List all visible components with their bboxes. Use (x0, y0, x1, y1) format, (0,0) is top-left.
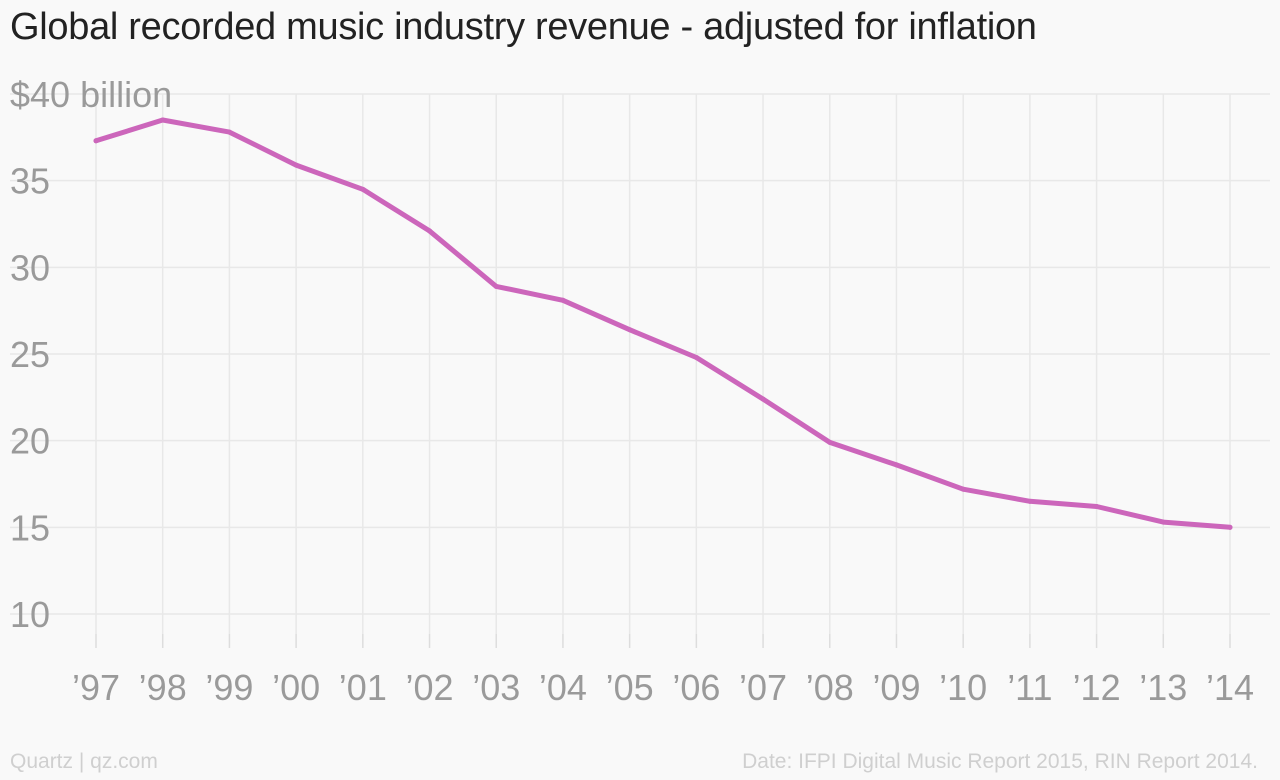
x-tick-label: ’12 (1073, 667, 1121, 708)
footer-credit: Quartz | qz.com (10, 750, 158, 773)
x-tick-label: ’13 (1139, 667, 1187, 708)
data-point (560, 297, 566, 303)
data-point (827, 439, 833, 445)
data-point (427, 228, 433, 234)
data-point (160, 117, 166, 123)
data-point (693, 354, 699, 360)
series-layer (93, 117, 1233, 530)
x-tick-label: ’01 (339, 667, 387, 708)
x-tick-label: ’04 (539, 667, 587, 708)
data-point (1160, 519, 1166, 525)
x-tick-label: ’99 (205, 667, 253, 708)
data-point (1227, 524, 1233, 530)
grid-lines (10, 93, 1270, 648)
series-line-revenue (93, 117, 1233, 530)
x-tick-label: ’03 (472, 667, 520, 708)
y-tick-label: 35 (10, 161, 50, 202)
y-axis-tick-labels: $40 billion 35 30 25 20 15 10 (10, 74, 172, 635)
x-tick-label: ’02 (406, 667, 454, 708)
data-point (1027, 498, 1033, 504)
data-point (627, 327, 633, 333)
y-tick-label: 30 (10, 247, 50, 288)
x-tick-label: ’00 (272, 667, 320, 708)
x-tick-label: ’09 (872, 667, 920, 708)
y-tick-label: 20 (10, 421, 50, 462)
data-point (893, 462, 899, 468)
data-point (293, 162, 299, 168)
y-tick-label: 10 (10, 594, 50, 635)
x-tick-label: ’11 (1007, 667, 1052, 708)
x-tick-label: ’07 (739, 667, 787, 708)
footer-source: Date: IFPI Digital Music Report 2015, RI… (742, 750, 1258, 773)
x-tick-label: ’10 (939, 667, 987, 708)
data-point (493, 283, 499, 289)
x-axis-tick-labels: ’97 ’98 ’99 ’00 ’01 ’02 ’03 ’04 ’05 ’06 ’07 ’08 ’09 ’… (72, 667, 1254, 708)
data-point (226, 129, 232, 135)
data-point (1094, 504, 1100, 510)
y-tick-label: $40 billion (10, 74, 172, 115)
data-point (93, 138, 99, 144)
x-tick-label: ’97 (72, 667, 120, 708)
x-tick-label: ’14 (1206, 667, 1254, 708)
data-point (760, 396, 766, 402)
x-tick-label: ’05 (606, 667, 654, 708)
x-tick-label: ’08 (806, 667, 854, 708)
y-tick-label: 25 (10, 334, 50, 375)
x-tick-label: ’06 (672, 667, 720, 708)
y-tick-label: 15 (10, 507, 50, 548)
data-point (960, 486, 966, 492)
data-point (360, 186, 366, 192)
chart-title: Global recorded music industry revenue -… (10, 6, 1037, 48)
x-tick-label: ’98 (139, 667, 187, 708)
